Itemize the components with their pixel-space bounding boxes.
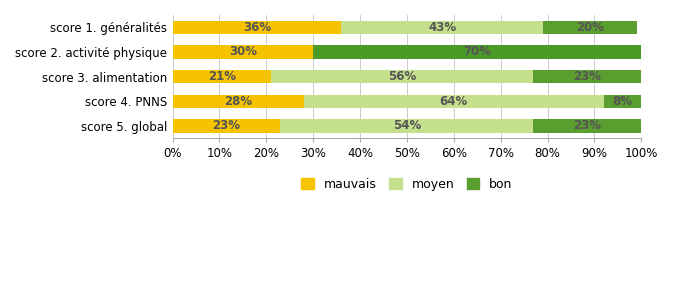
Bar bbox=[534, 119, 641, 133]
Bar bbox=[341, 21, 543, 34]
Legend: mauvais, moyen, bon: mauvais, moyen, bon bbox=[296, 173, 518, 196]
Bar bbox=[172, 95, 304, 108]
Bar bbox=[304, 95, 604, 108]
Bar bbox=[271, 70, 534, 83]
Bar bbox=[172, 45, 313, 59]
Text: 56%: 56% bbox=[388, 70, 417, 83]
Bar bbox=[604, 95, 641, 108]
Bar bbox=[313, 45, 641, 59]
Text: 64%: 64% bbox=[439, 95, 468, 108]
Text: 23%: 23% bbox=[573, 119, 602, 132]
Text: 36%: 36% bbox=[243, 21, 271, 34]
Bar bbox=[172, 70, 271, 83]
Bar bbox=[172, 21, 341, 34]
Text: 21%: 21% bbox=[208, 70, 236, 83]
Text: 8%: 8% bbox=[612, 95, 633, 108]
Text: 70%: 70% bbox=[463, 46, 491, 59]
Bar bbox=[534, 70, 641, 83]
Bar bbox=[281, 119, 534, 133]
Text: 23%: 23% bbox=[573, 70, 602, 83]
Text: 28%: 28% bbox=[224, 95, 252, 108]
Text: 43%: 43% bbox=[428, 21, 456, 34]
Bar bbox=[543, 21, 637, 34]
Text: 30%: 30% bbox=[229, 46, 257, 59]
Text: 54%: 54% bbox=[393, 119, 421, 132]
Text: 20%: 20% bbox=[575, 21, 604, 34]
Text: 23%: 23% bbox=[213, 119, 240, 132]
Bar bbox=[172, 119, 281, 133]
